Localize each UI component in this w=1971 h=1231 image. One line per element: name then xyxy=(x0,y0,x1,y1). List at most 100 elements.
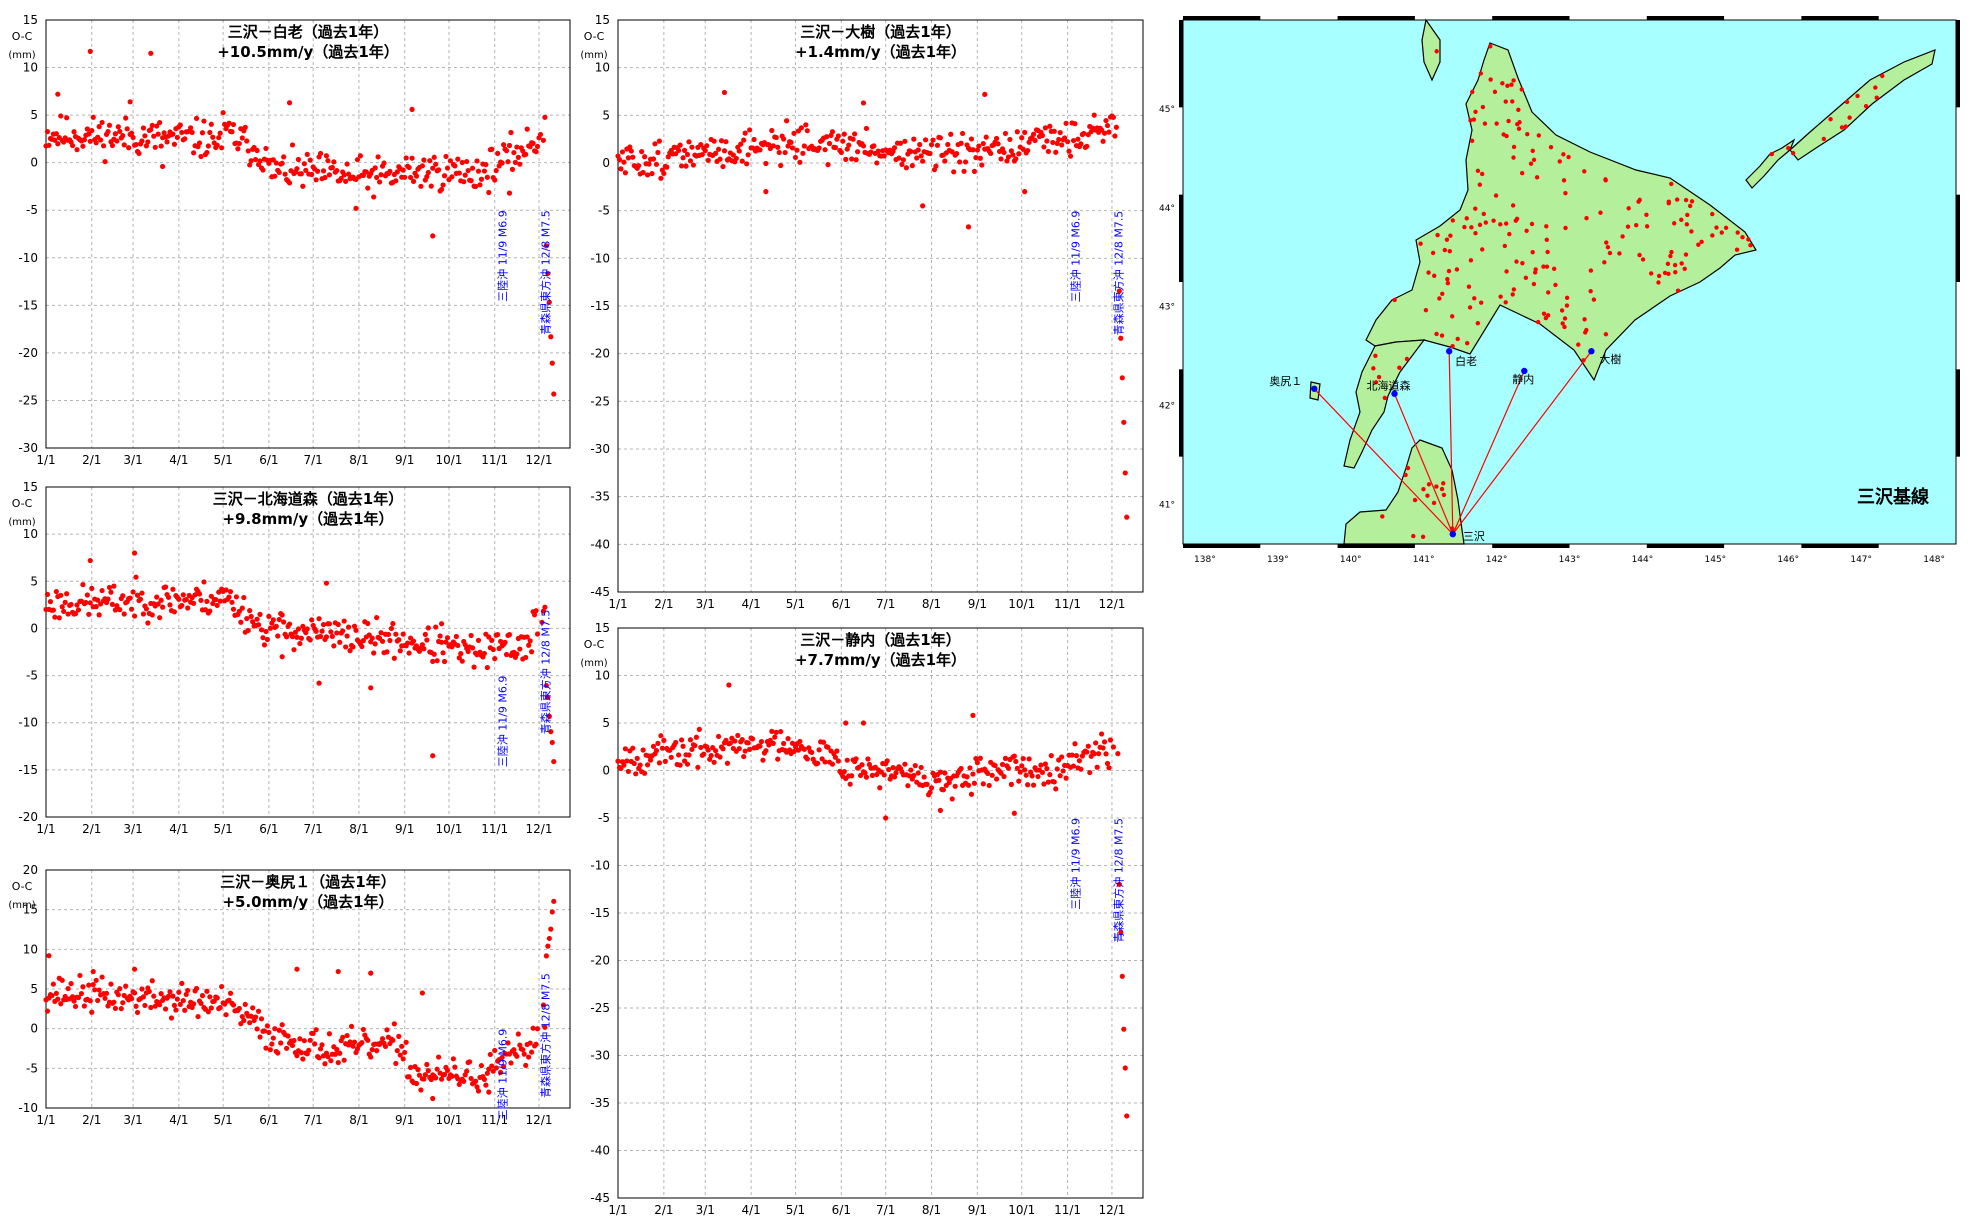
data-point xyxy=(176,596,182,602)
data-point xyxy=(205,143,211,149)
x-tick-label: 7/1 xyxy=(876,1203,895,1217)
gnss-station-dot xyxy=(1467,305,1473,310)
data-point-outlier xyxy=(937,807,943,814)
data-point xyxy=(56,615,62,621)
data-point xyxy=(739,158,745,164)
data-point-outlier xyxy=(90,968,96,975)
gnss-station-dot xyxy=(1412,497,1418,503)
data-point xyxy=(781,136,787,142)
data-point xyxy=(1113,124,1119,130)
data-point xyxy=(890,765,896,771)
data-point xyxy=(304,151,310,158)
data-point xyxy=(49,993,55,999)
data-point xyxy=(976,143,982,149)
data-point xyxy=(207,994,213,1000)
data-point xyxy=(98,137,104,143)
data-point xyxy=(652,141,658,147)
x-tick-label: 6/1 xyxy=(832,597,851,611)
data-point xyxy=(396,1033,402,1039)
data-point xyxy=(219,983,225,990)
data-point xyxy=(655,740,661,746)
data-point xyxy=(816,747,822,753)
data-point xyxy=(1078,766,1084,772)
data-point xyxy=(738,141,744,147)
gnss-station-dot xyxy=(1625,224,1631,229)
data-point xyxy=(72,611,79,617)
data-point xyxy=(502,639,508,645)
gnss-station-dot xyxy=(1533,267,1538,272)
data-point xyxy=(196,140,203,146)
data-point xyxy=(402,1049,408,1056)
gnss-station-dot xyxy=(1525,131,1530,137)
baseline-line xyxy=(1393,393,1454,535)
data-point xyxy=(509,166,516,173)
data-point xyxy=(204,988,210,994)
data-point xyxy=(331,643,337,649)
data-point xyxy=(1008,781,1014,787)
data-point xyxy=(443,639,449,645)
data-point xyxy=(93,604,99,610)
y-tick-label: 5 xyxy=(602,716,610,730)
data-point xyxy=(291,647,297,653)
data-point xyxy=(549,909,555,915)
data-point xyxy=(266,613,272,619)
gnss-station-dot xyxy=(1634,222,1639,228)
data-point xyxy=(131,990,138,996)
data-point xyxy=(129,130,135,136)
x-tick-label: 7/1 xyxy=(876,597,895,611)
data-point xyxy=(551,391,557,397)
gnss-station-dot xyxy=(1588,268,1594,273)
data-point xyxy=(199,993,206,999)
data-point xyxy=(1029,773,1035,779)
data-point-outlier xyxy=(843,720,849,726)
baseline-station-dot xyxy=(1521,367,1528,375)
gnss-station-dot xyxy=(1531,157,1537,163)
data-point xyxy=(542,604,548,610)
data-point xyxy=(745,152,751,158)
gnss-station-dot xyxy=(1473,230,1478,236)
data-point xyxy=(456,170,462,176)
data-point xyxy=(102,995,108,1001)
data-point xyxy=(309,171,315,178)
gnss-station-dot xyxy=(1662,270,1668,276)
data-point xyxy=(44,1008,51,1014)
data-point xyxy=(93,977,99,983)
x-tick-label: 8/1 xyxy=(349,1113,368,1127)
data-point xyxy=(838,149,844,156)
data-point xyxy=(264,1023,271,1029)
earthquake-label: 青森県東方沖 12/8 M7.5 xyxy=(538,210,552,335)
y-tick-label: -20 xyxy=(590,954,610,968)
data-point xyxy=(484,664,490,671)
data-point xyxy=(189,129,195,135)
data-point xyxy=(283,1045,290,1051)
gnss-station-dot xyxy=(1464,216,1469,221)
data-point xyxy=(1004,158,1010,164)
data-point xyxy=(55,996,61,1002)
data-point xyxy=(89,585,95,591)
data-point xyxy=(53,990,59,996)
x-tick-label: 2/1 xyxy=(654,597,673,611)
data-point xyxy=(433,624,439,630)
gnss-station-dot xyxy=(1617,251,1622,256)
y-tick-label: 0 xyxy=(30,621,38,635)
y-tick-label: 15 xyxy=(23,903,38,917)
data-point xyxy=(937,135,943,141)
data-point xyxy=(673,151,679,157)
data-point xyxy=(393,631,399,637)
data-point xyxy=(797,738,803,745)
data-point xyxy=(99,974,105,980)
data-point xyxy=(140,611,147,617)
data-point xyxy=(198,1000,204,1006)
gnss-station-dot xyxy=(1505,83,1510,89)
data-point xyxy=(58,113,64,119)
data-point xyxy=(425,1068,431,1074)
data-point xyxy=(121,142,127,148)
data-point xyxy=(1116,881,1122,887)
data-point xyxy=(961,168,967,174)
data-point xyxy=(677,142,683,148)
data-point xyxy=(133,142,139,148)
data-point xyxy=(96,612,102,618)
data-point xyxy=(266,1029,272,1036)
